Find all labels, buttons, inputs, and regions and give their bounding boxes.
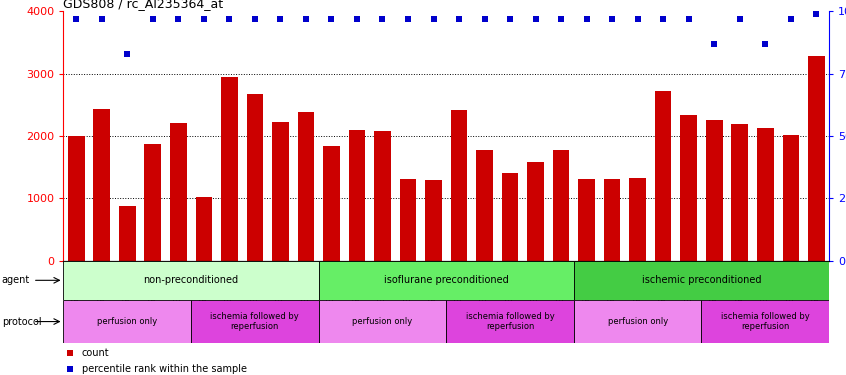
Bar (399, 179, 416, 261)
Bar (272, 122, 288, 261)
Bar (604, 179, 620, 261)
Bar (732, 124, 748, 261)
Bar (63, 300, 191, 343)
Text: ischemia followed by
reperfusion: ischemia followed by reperfusion (721, 312, 810, 331)
Bar (323, 146, 340, 261)
Bar (808, 56, 825, 261)
Text: isoflurane preconditioned: isoflurane preconditioned (384, 275, 508, 285)
Bar (349, 130, 365, 261)
Bar (451, 110, 467, 261)
Bar (145, 144, 161, 261)
Bar (221, 77, 238, 261)
Bar (574, 261, 829, 300)
Bar (527, 162, 544, 261)
Text: perfusion only: perfusion only (97, 317, 157, 326)
Text: count: count (82, 348, 109, 358)
Bar (63, 261, 319, 300)
Text: ischemia followed by
reperfusion: ischemia followed by reperfusion (211, 312, 299, 331)
Bar (195, 197, 212, 261)
Bar (446, 300, 574, 343)
Bar (655, 91, 672, 261)
Bar (701, 300, 829, 343)
Bar (783, 135, 799, 261)
Text: percentile rank within the sample: percentile rank within the sample (82, 364, 247, 374)
Bar (706, 120, 722, 261)
Bar (476, 150, 493, 261)
Text: perfusion only: perfusion only (352, 317, 413, 326)
Text: protocol: protocol (2, 316, 41, 327)
Bar (191, 300, 319, 343)
Bar (426, 180, 442, 261)
Bar (552, 150, 569, 261)
Bar (574, 300, 701, 343)
Text: perfusion only: perfusion only (607, 317, 667, 326)
Text: non-preconditioned: non-preconditioned (144, 275, 239, 285)
Bar (374, 131, 391, 261)
Text: GDS808 / rc_AI235364_at: GDS808 / rc_AI235364_at (63, 0, 223, 10)
Bar (680, 115, 697, 261)
Bar (246, 93, 263, 261)
Bar (119, 206, 135, 261)
Bar (502, 173, 519, 261)
Text: ischemia followed by
reperfusion: ischemia followed by reperfusion (465, 312, 554, 331)
Text: agent: agent (2, 275, 30, 285)
Text: ischemic preconditioned: ischemic preconditioned (642, 275, 761, 285)
Bar (319, 300, 447, 343)
Bar (170, 123, 187, 261)
Bar (298, 112, 314, 261)
Bar (68, 136, 85, 261)
Bar (319, 261, 574, 300)
Bar (579, 179, 595, 261)
Bar (629, 178, 646, 261)
Bar (93, 109, 110, 261)
Bar (757, 128, 773, 261)
